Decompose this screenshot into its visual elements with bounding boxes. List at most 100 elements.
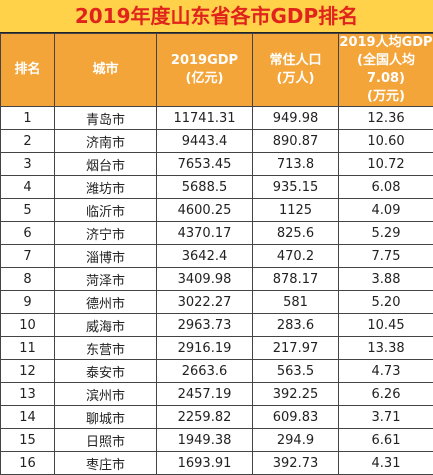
cell-gdp: 5688.5 — [157, 176, 253, 199]
column-header-gdp-per-capita: 2019人均GDP(全国人均7.08)(万元) — [339, 34, 433, 107]
column-header-line: (全国人均7.08) — [339, 52, 433, 88]
cell-population: 949.98 — [253, 107, 339, 130]
cell-gdp: 2259.82 — [157, 406, 253, 429]
cell-city: 聊城市 — [55, 406, 157, 429]
cell-city: 泰安市 — [55, 360, 157, 383]
cell-gdp: 4370.17 — [157, 222, 253, 245]
column-header-rank: 排名 — [1, 34, 55, 107]
cell-rank: 6 — [1, 222, 55, 245]
cell-rank: 5 — [1, 199, 55, 222]
cell-population: 890.87 — [253, 130, 339, 153]
cell-rank: 10 — [1, 314, 55, 337]
cell-rank: 2 — [1, 130, 55, 153]
cell-city: 临沂市 — [55, 199, 157, 222]
cell-rank: 1 — [1, 107, 55, 130]
cell-gdp: 3022.27 — [157, 291, 253, 314]
cell-city: 威海市 — [55, 314, 157, 337]
cell-city: 潍坊市 — [55, 176, 157, 199]
cell-gdp-per-capita: 4.09 — [339, 199, 433, 222]
cell-gdp-per-capita: 13.38 — [339, 337, 433, 360]
column-header-gdp: 2019GDP(亿元) — [157, 34, 253, 107]
cell-gdp: 9443.4 — [157, 130, 253, 153]
cell-population: 581 — [253, 291, 339, 314]
cell-city: 滨州市 — [55, 383, 157, 406]
cell-rank: 8 — [1, 268, 55, 291]
cell-rank: 12 — [1, 360, 55, 383]
cell-gdp-per-capita: 12.36 — [339, 107, 433, 130]
cell-gdp-per-capita: 6.61 — [339, 429, 433, 452]
cell-gdp-per-capita: 10.45 — [339, 314, 433, 337]
cell-population: 294.9 — [253, 429, 339, 452]
cell-gdp: 11741.31 — [157, 107, 253, 130]
cell-rank: 15 — [1, 429, 55, 452]
cell-gdp-per-capita: 3.71 — [339, 406, 433, 429]
cell-rank: 9 — [1, 291, 55, 314]
cell-city: 菏泽市 — [55, 268, 157, 291]
cell-rank: 13 — [1, 383, 55, 406]
cell-gdp-per-capita: 5.20 — [339, 291, 433, 314]
cell-population: 470.2 — [253, 245, 339, 268]
column-header-city: 城市 — [55, 34, 157, 107]
cell-population: 825.6 — [253, 222, 339, 245]
column-header-line: (万元) — [339, 88, 433, 106]
cell-city: 青岛市 — [55, 107, 157, 130]
cell-city: 济南市 — [55, 130, 157, 153]
cell-gdp-per-capita: 4.73 — [339, 360, 433, 383]
cell-city: 济宁市 — [55, 222, 157, 245]
cell-gdp: 2916.19 — [157, 337, 253, 360]
column-header-line: 城市 — [55, 61, 156, 79]
cell-population: 1125 — [253, 199, 339, 222]
cell-gdp-per-capita: 3.88 — [339, 268, 433, 291]
column-header-line: 2019人均GDP — [339, 34, 433, 52]
cell-rank: 11 — [1, 337, 55, 360]
cell-gdp-per-capita: 7.75 — [339, 245, 433, 268]
cell-rank: 7 — [1, 245, 55, 268]
cell-rank: 14 — [1, 406, 55, 429]
cell-population: 283.6 — [253, 314, 339, 337]
cell-population: 878.17 — [253, 268, 339, 291]
column-header-line: 常住人口 — [253, 52, 338, 70]
cell-rank: 4 — [1, 176, 55, 199]
cell-gdp-per-capita: 6.08 — [339, 176, 433, 199]
column-header-line: 2019GDP — [157, 52, 252, 70]
cell-rank: 3 — [1, 153, 55, 176]
cell-gdp: 2963.73 — [157, 314, 253, 337]
column-header-line: 排名 — [1, 61, 54, 79]
cell-population: 713.8 — [253, 153, 339, 176]
cell-gdp: 7653.45 — [157, 153, 253, 176]
cell-gdp-per-capita: 10.60 — [339, 130, 433, 153]
column-header-population: 常住人口(万人) — [253, 34, 339, 107]
cell-gdp: 2663.6 — [157, 360, 253, 383]
cell-city: 烟台市 — [55, 153, 157, 176]
cell-gdp-per-capita: 10.72 — [339, 153, 433, 176]
cell-population: 609.83 — [253, 406, 339, 429]
cell-population: 563.5 — [253, 360, 339, 383]
cell-population: 392.25 — [253, 383, 339, 406]
column-header-line: (亿元) — [157, 70, 252, 88]
cell-gdp: 1949.38 — [157, 429, 253, 452]
cell-population: 935.15 — [253, 176, 339, 199]
cell-gdp: 3409.98 — [157, 268, 253, 291]
cell-gdp: 4600.25 — [157, 199, 253, 222]
cell-city: 德州市 — [55, 291, 157, 314]
cell-city: 淄博市 — [55, 245, 157, 268]
cell-gdp-per-capita: 6.26 — [339, 383, 433, 406]
cell-gdp-per-capita: 5.29 — [339, 222, 433, 245]
